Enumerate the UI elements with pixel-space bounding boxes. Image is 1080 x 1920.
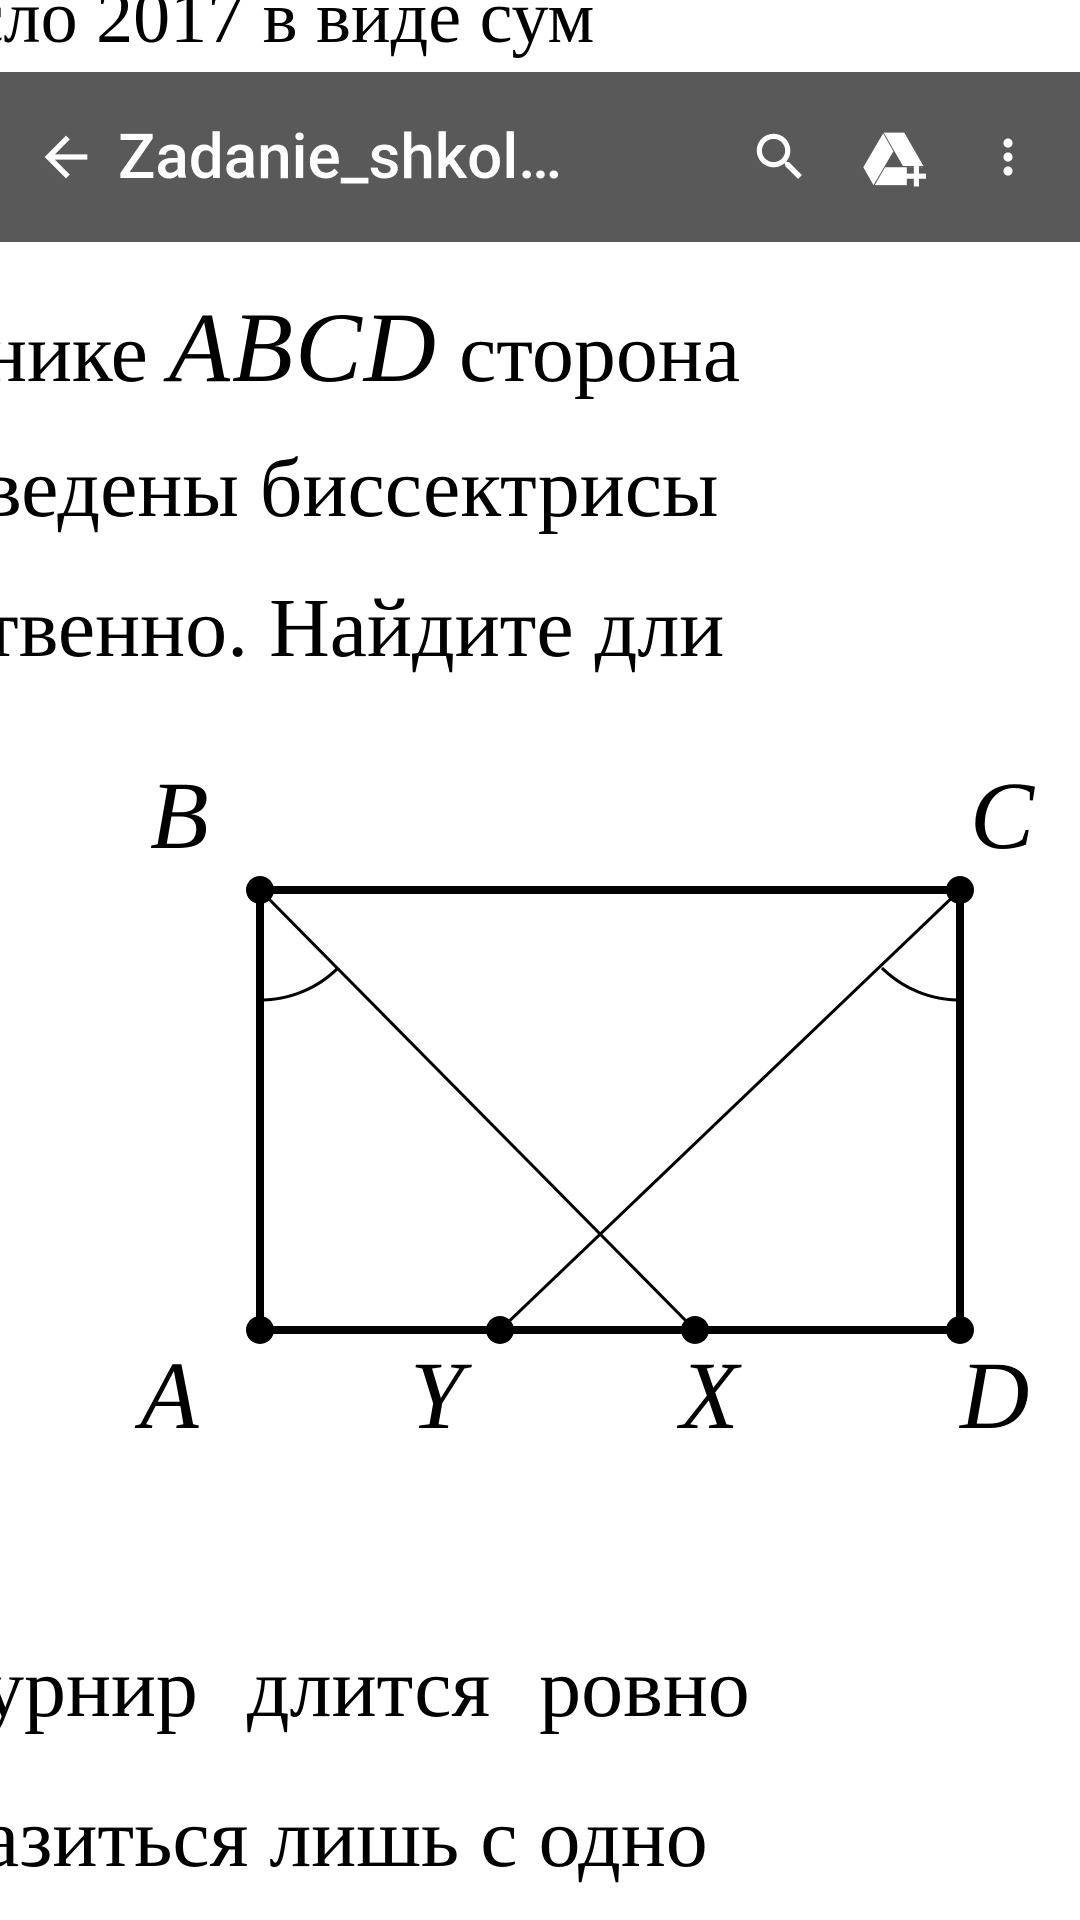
label-X: X <box>680 1340 739 1451</box>
appbar-title: Zadanie_shkol… <box>118 121 748 194</box>
label-C: C <box>970 760 1034 871</box>
label-A: A <box>140 1340 199 1451</box>
back-icon[interactable] <box>34 125 98 189</box>
drive-add-icon[interactable] <box>862 125 926 189</box>
doc-line-1b: ABCD <box>169 292 438 403</box>
search-icon[interactable] <box>748 125 812 189</box>
doc-line-b1: урнир длится ровно <box>0 1640 750 1737</box>
geometry-diagram: B C A Y X D <box>60 740 1020 1480</box>
doc-line-1c: сторона <box>438 307 740 400</box>
label-D: D <box>960 1340 1029 1451</box>
doc-line-1: нике ABCD сторона <box>0 290 740 405</box>
label-B: B <box>150 760 209 871</box>
doc-line-2: ведены биссектрисы <box>0 440 718 537</box>
doc-line-top: число 2017 в виде сум <box>0 0 594 61</box>
doc-line-3: твенно. Найдите дли <box>0 580 724 677</box>
app-bar: Zadanie_shkol… <box>0 72 1080 242</box>
doc-line-b2: азиться лишь с одно <box>0 1790 708 1887</box>
doc-line-1a: нике <box>0 307 169 400</box>
more-icon[interactable] <box>976 125 1040 189</box>
label-Y: Y <box>410 1340 463 1451</box>
